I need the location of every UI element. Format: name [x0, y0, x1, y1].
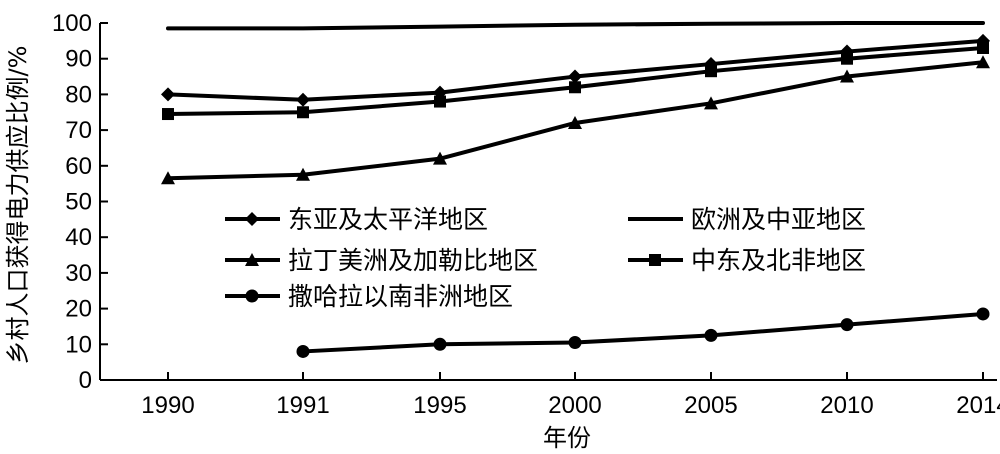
- x-tick-label: 1995: [413, 392, 466, 419]
- x-tick-label: 2014: [956, 392, 1000, 419]
- y-tick-label: 90: [65, 46, 92, 73]
- data-point: [296, 344, 310, 358]
- x-tick-label: 1991: [276, 392, 329, 419]
- data-point: [297, 106, 309, 119]
- y-tick-label: 40: [65, 224, 92, 251]
- legend-label: 中东及北非地区: [691, 246, 866, 275]
- series-group: [161, 21, 990, 358]
- x-axis-ticks: 1990 1991 1995 2000 2005 2010 2014: [141, 372, 1000, 419]
- data-point: [434, 95, 446, 108]
- legend-label: 东亚及太平洋地区: [288, 205, 488, 234]
- legend-item: 东亚及太平洋地区: [225, 205, 488, 234]
- y-tick-label: 70: [65, 117, 92, 144]
- data-point: [296, 92, 310, 107]
- y-tick-label: 50: [65, 189, 92, 216]
- data-point: [568, 69, 582, 84]
- data-point: [976, 55, 990, 69]
- data-point: [296, 167, 310, 181]
- x-tick-label: 2005: [684, 392, 737, 419]
- legend-item: 中东及北非地区: [628, 246, 866, 275]
- data-point: [840, 318, 854, 332]
- series-2: [161, 55, 990, 185]
- y-axis-ticks: 0 10 20 30 40 50 60 70 80 90 100: [52, 10, 108, 394]
- data-point: [433, 151, 447, 165]
- data-point: [841, 52, 853, 65]
- y-tick-label: 20: [65, 296, 92, 323]
- x-tick-label: 1990: [141, 392, 194, 419]
- y-tick-label: 30: [65, 260, 92, 287]
- y-tick-label: 80: [65, 81, 92, 108]
- data-point: [433, 337, 447, 351]
- legend-item: 拉丁美洲及加勒比地区: [225, 246, 538, 275]
- legend-marker: [649, 254, 661, 266]
- y-tick-label: 100: [52, 10, 92, 37]
- legend-label: 拉丁美洲及加勒比地区: [288, 246, 538, 275]
- data-point: [161, 171, 175, 185]
- y-axis-title: 乡村人口获得电力供应比例/%: [4, 46, 32, 365]
- legend-item: 撒哈拉以南非洲地区: [225, 282, 513, 311]
- legend-item: 欧洲及中亚地区: [628, 205, 866, 234]
- series-4: [296, 307, 990, 358]
- data-point: [840, 69, 854, 83]
- series-0: [161, 33, 990, 107]
- x-tick-label: 2010: [820, 392, 873, 419]
- y-tick-label: 60: [65, 153, 92, 180]
- data-point: [568, 336, 582, 350]
- legend-label: 撒哈拉以南非洲地区: [288, 282, 513, 311]
- legend-marker: [245, 289, 259, 303]
- data-point: [161, 87, 175, 102]
- data-point: [704, 328, 718, 342]
- series-line: [301, 311, 985, 354]
- data-point: [977, 41, 989, 54]
- data-point: [705, 65, 717, 78]
- data-point: [704, 96, 718, 110]
- data-point: [568, 115, 582, 129]
- x-axis-title: 年份: [543, 424, 591, 452]
- data-point: [569, 81, 581, 94]
- data-point: [162, 108, 174, 121]
- series-1: [166, 21, 985, 31]
- series-3: [162, 41, 989, 121]
- legend-marker: [245, 212, 259, 226]
- y-tick-label: 0: [79, 367, 92, 394]
- x-tick-label: 2000: [548, 392, 601, 419]
- legend-marker: [245, 253, 259, 266]
- y-tick-label: 10: [65, 331, 92, 358]
- data-point: [976, 307, 990, 321]
- legend-label: 欧洲及中亚地区: [691, 205, 866, 234]
- series-line: [166, 21, 985, 31]
